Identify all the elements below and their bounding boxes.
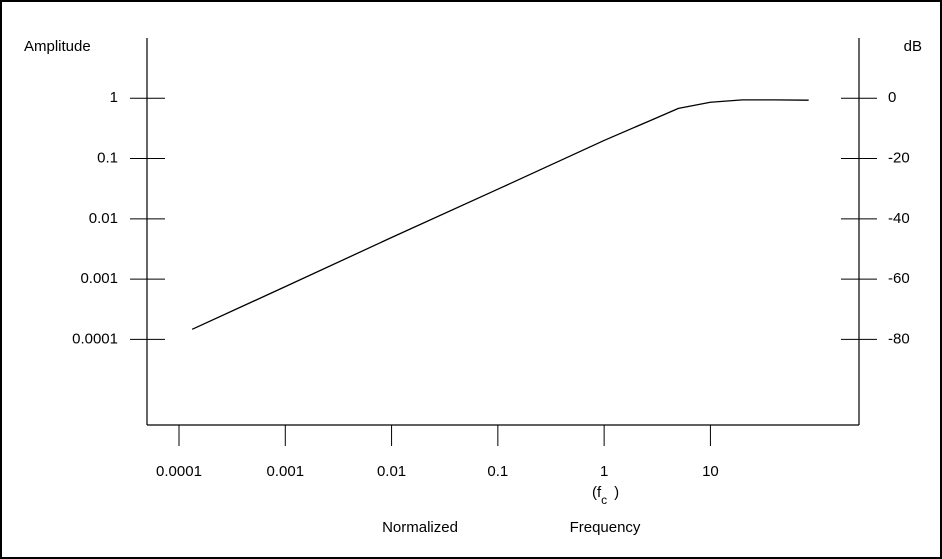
y-tick-label: 0.001 xyxy=(80,270,118,287)
y2-tick-label: -20 xyxy=(888,150,910,167)
corner-label-close: ) xyxy=(614,484,619,501)
x-axis-label: Frequency xyxy=(570,519,641,536)
y-tick-label: 0.01 xyxy=(89,210,118,227)
y2-tick-label: -40 xyxy=(888,210,910,227)
y2-axis-label: dB xyxy=(904,38,922,55)
y-tick-label: 1 xyxy=(110,89,118,106)
x-tick-label: 0.01 xyxy=(377,463,406,480)
y-axis-label: Amplitude xyxy=(24,38,91,55)
x-tick-label: 1 xyxy=(600,463,608,480)
y2-tick-label: -60 xyxy=(888,270,910,287)
x-tick-label: 0.0001 xyxy=(156,463,202,480)
corner-label-sub: c xyxy=(601,493,607,507)
y-tick-label: 0.1 xyxy=(97,150,118,167)
corner-label: (f xyxy=(592,484,602,501)
y2-tick-label: 0 xyxy=(888,89,896,106)
y2-tick-label: -80 xyxy=(888,330,910,347)
x-tick-label: 0.1 xyxy=(487,463,508,480)
response-curve xyxy=(191,99,809,330)
x-axis-label: Normalized xyxy=(382,519,458,536)
x-tick-label: 10 xyxy=(702,463,719,480)
x-tick-label: 0.001 xyxy=(267,463,305,480)
y-tick-label: 0.0001 xyxy=(72,330,118,347)
